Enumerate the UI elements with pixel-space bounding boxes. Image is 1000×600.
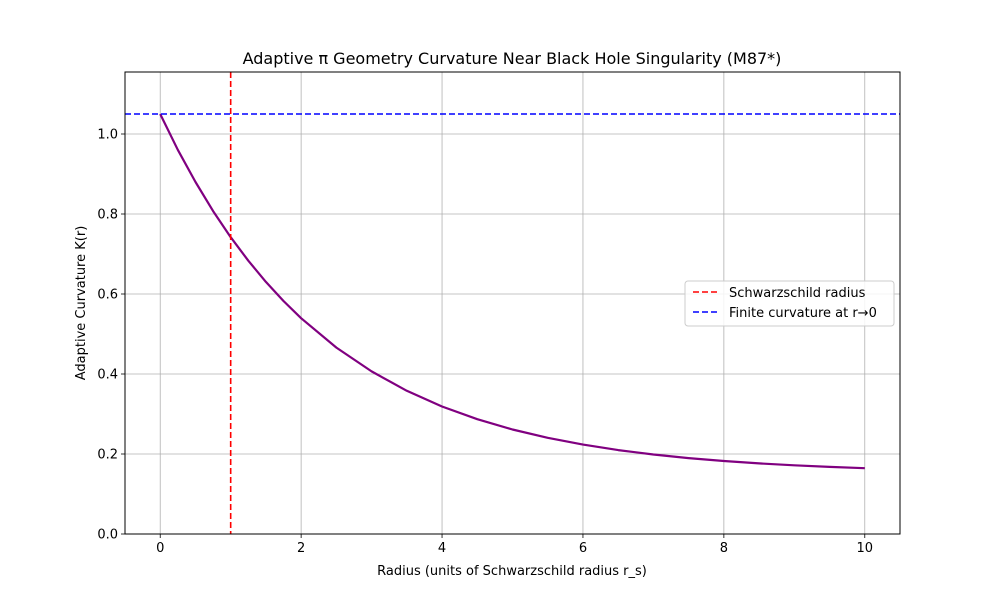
y-axis-ticks: 0.0 0.2 0.4 0.6 0.8 1.0 [97,128,125,543]
x-axis-ticks: 0 2 4 6 8 10 [156,534,873,556]
x-tick-label: 0 [156,541,164,556]
x-tick-label: 8 [720,541,728,556]
y-tick-label: 0.6 [97,288,118,303]
x-tick-label: 10 [856,541,873,556]
legend-label-finite-curvature: Finite curvature at r→0 [729,306,877,321]
plot-frame [124,71,901,535]
legend-box [684,280,895,327]
legend-label-schwarzschild: Schwarzschild radius [729,286,866,301]
x-tick-label: 4 [438,541,446,556]
y-tick-label: 0.0 [97,528,118,543]
plot-series [125,72,900,534]
y-tick-label: 0.8 [97,208,118,223]
legend: Schwarzschild radius Finite curvature at… [684,280,895,327]
x-axis-label: Radius (units of Schwarzschild radius r_… [377,564,647,579]
y-axis-label: Adaptive Curvature K(r) [74,226,89,381]
y-tick-label: 0.4 [97,368,118,383]
x-tick-label: 6 [579,541,587,556]
x-tick-label: 2 [297,541,305,556]
y-tick-label: 0.2 [97,448,118,463]
y-tick-label: 1.0 [97,128,118,143]
chart-title: Adaptive π Geometry Curvature Near Black… [243,49,782,68]
